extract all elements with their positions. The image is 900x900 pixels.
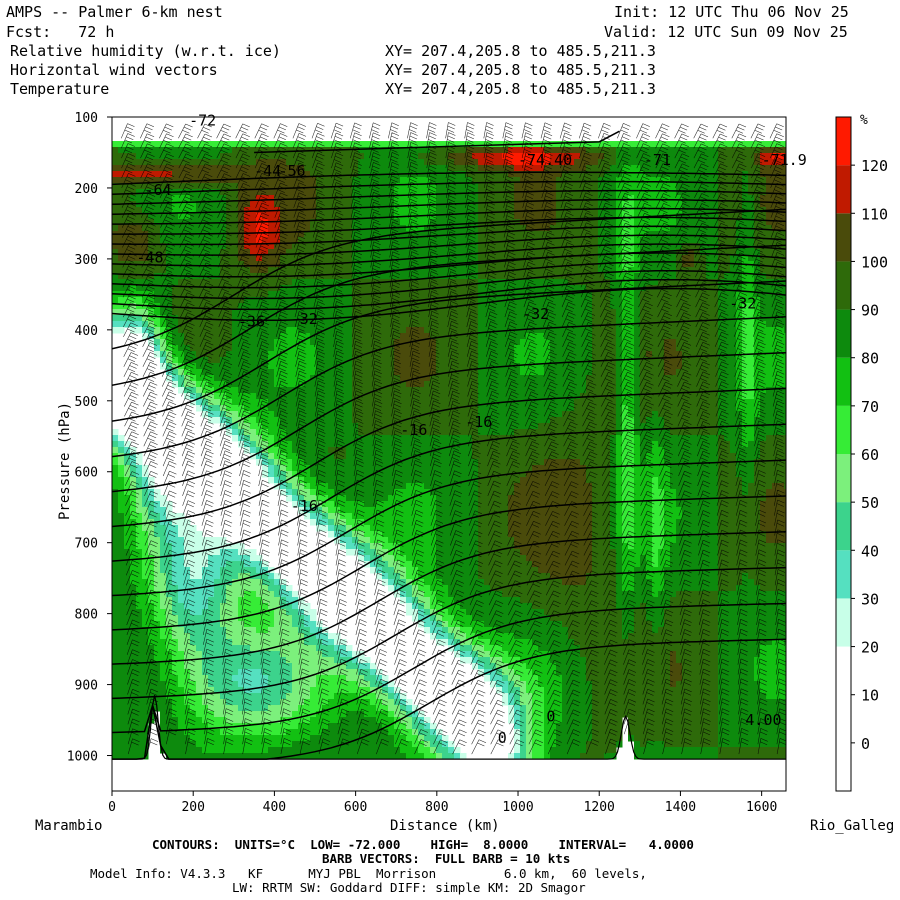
field-label-temp: Temperature (10, 80, 110, 98)
colorbar-swatch (836, 454, 851, 503)
x-tick-label: 1200 (584, 800, 615, 815)
model-info: Model Info: V4.3.3 KF MYJ PBL Morrison 6… (90, 866, 647, 881)
y-tick-label: 300 (75, 253, 98, 268)
y-tick-label: 600 (75, 466, 98, 481)
y-axis-label: Pressure (hPa) (57, 402, 73, 520)
x-tick-label: 800 (425, 800, 448, 815)
x-tick-label: 1400 (665, 800, 696, 815)
colorbar-tick-label: 20 (861, 639, 879, 657)
colorbar-tick-label: 100 (861, 253, 888, 271)
low-label: LOW= -72.000 (310, 837, 401, 852)
contour-label: 4.00 (745, 711, 781, 729)
y-tick-label: 800 (75, 608, 98, 623)
contour-label: -56 (279, 162, 306, 180)
high-label: HIGH= 8.0000 (430, 837, 529, 852)
colorbar-swatch (836, 213, 851, 262)
field-label-wind: Horizontal wind vectors (10, 61, 218, 79)
contour-labels: -72 -44-56 -74.40 -71 -71.9 -64 -48 -36 -32 -32 -3… (136, 112, 806, 747)
x-tick-label: 0 (108, 800, 116, 815)
plot-frame (111, 116, 787, 792)
colorbar-swatch (836, 165, 851, 214)
left-endpoint-label: Marambio (35, 818, 102, 834)
contours-caption: CONTOURS: UNITS=°C LOW= -72.000 HIGH= 8.… (152, 838, 694, 852)
contour-label: -32 (729, 295, 756, 313)
colorbar-swatch (836, 598, 851, 647)
colorbar-tick-label: 0 (861, 735, 870, 753)
units-label: UNITS=°C (234, 837, 296, 852)
y-tick-label: 400 (75, 324, 98, 339)
contour-label: -36 (238, 312, 265, 330)
contour-label: -64 (145, 181, 172, 199)
y-tick-label: 1000 (67, 750, 98, 765)
contour-label: -32 (522, 305, 549, 323)
x-tick-label: 400 (263, 800, 286, 815)
colorbar-tick-label: 80 (861, 350, 879, 368)
contour-label: -72 (189, 112, 216, 130)
field-xy-temp: XY= 207.4,205.8 to 485.5,211.3 (385, 80, 656, 98)
barb-caption: BARB VECTORS: FULL BARB = 10 kts (322, 851, 571, 866)
colorbar-swatch (836, 405, 851, 454)
contour-label: -16 (291, 497, 318, 515)
colorbar-tick-label: 50 (861, 494, 879, 512)
forecast-hour: Fcst: 72 h (6, 23, 115, 41)
field-xy-wind: XY= 207.4,205.8 to 485.5,211.3 (385, 61, 656, 79)
colorbar-tick-label: 10 (861, 687, 879, 705)
right-endpoint-label: Rio_Galleg (810, 818, 894, 834)
y-tick-label: 100 (75, 111, 98, 126)
colorbar-swatch (836, 261, 851, 310)
colorbar-swatch (836, 742, 851, 791)
colorbar-swatch (836, 357, 851, 406)
colorbar-tick-label: 40 (861, 542, 879, 560)
init-time: Init: 12 UTC Thu 06 Nov 25 (614, 3, 849, 21)
temperature-contours (112, 130, 786, 760)
contours-label: CONTOURS: (152, 837, 220, 852)
colorbar: 0 10 20 30 40 50 60 70 80 90 100 110 120% (835, 113, 888, 792)
x-tick-label: 1000 (502, 800, 533, 815)
colorbar-swatch (836, 117, 851, 166)
contour-label: -44 (254, 162, 281, 180)
colorbar-swatch (836, 646, 851, 695)
valid-time: Valid: 12 UTC Sun 09 Nov 25 (604, 23, 848, 41)
x-tick-label: 600 (344, 800, 367, 815)
field-xy-rh: XY= 207.4,205.8 to 485.5,211.3 (385, 42, 656, 60)
interval-label: INTERVAL= 4.0000 (558, 837, 694, 852)
contour-label: -71.9 (762, 151, 807, 169)
contour-label: -48 (136, 248, 163, 266)
y-tick-label: 500 (75, 395, 98, 410)
contour-label: -71 (644, 151, 671, 169)
model-title: AMPS -- Palmer 6-km nest (6, 3, 223, 21)
contour-label: -32 (291, 310, 318, 328)
colorbar-swatch (836, 550, 851, 599)
colorbar-tick-label: 70 (861, 398, 879, 416)
contour-label: 0 (546, 708, 555, 726)
colorbar-swatch (836, 502, 851, 551)
colorbar-tick-label: 60 (861, 446, 879, 464)
colorbar-swatch (836, 309, 851, 358)
physics-info: LW: RRTM SW: Goddard DIFF: simple KM: 2D… (232, 880, 586, 895)
colorbar-swatch (836, 694, 851, 743)
y-tick-label: 700 (75, 537, 98, 552)
contour-label: 0 (498, 729, 507, 747)
field-label-rh: Relative humidity (w.r.t. ice) (10, 42, 281, 60)
x-tick-label: 200 (181, 800, 204, 815)
contour-label: -74.40 (518, 151, 572, 169)
colorbar-tick-label: 90 (861, 302, 879, 320)
colorbar-tick-label: 110 (861, 205, 888, 223)
contour-label: -16 (400, 421, 427, 439)
y-tick-label: 900 (75, 679, 98, 694)
y-tick-label: 200 (75, 182, 98, 197)
colorbar-tick-label: 30 (861, 590, 879, 608)
axes: 0 200 400 600 800 1000 1200 1400 1600 100 200 300 40… (67, 111, 778, 815)
wind-barbs (120, 122, 786, 755)
contour-label: -16 (465, 413, 492, 431)
x-axis-label: Distance (km) (390, 818, 500, 834)
colorbar-tick-label: 120 (861, 157, 888, 175)
colorbar-unit: % (860, 113, 868, 128)
x-tick-label: 1600 (746, 800, 777, 815)
